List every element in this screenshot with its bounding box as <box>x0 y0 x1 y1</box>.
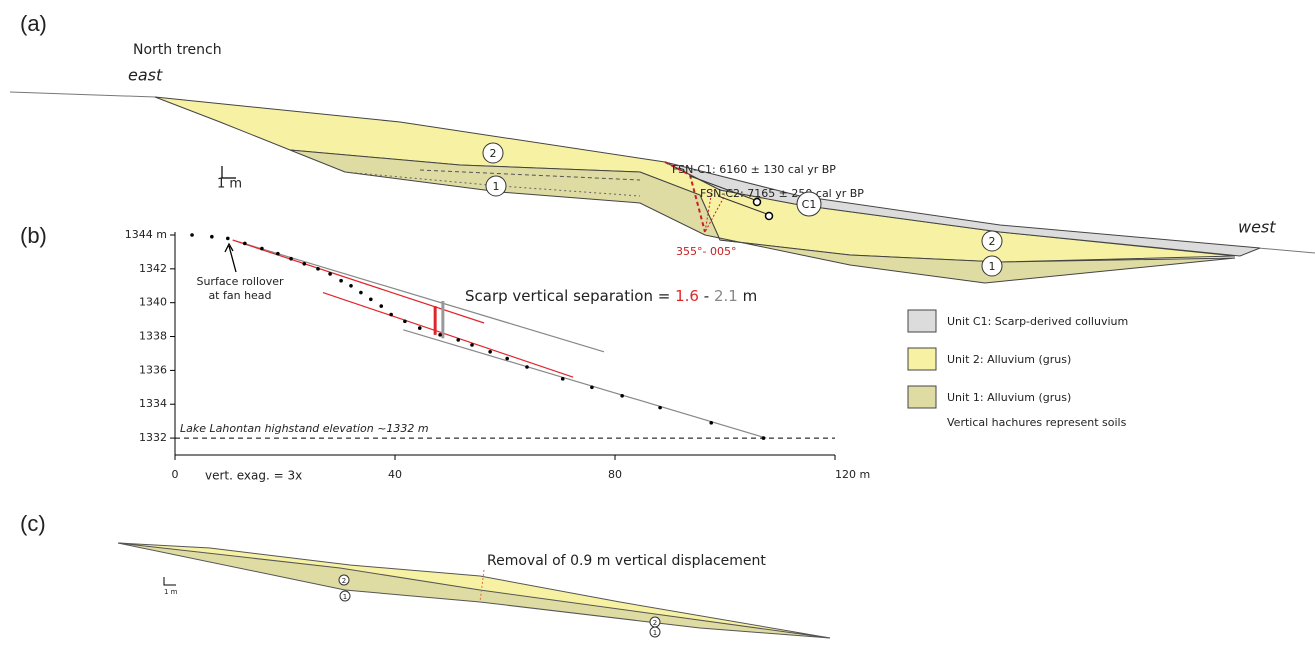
fault-label: 355°- 005° <box>676 245 736 258</box>
panel-label: (c) <box>20 511 46 536</box>
profile-point <box>243 242 247 246</box>
profile-point <box>525 365 529 369</box>
direction: east <box>128 66 163 85</box>
separation-part: - <box>704 287 709 305</box>
unit-label: 1 <box>989 260 996 273</box>
y-tick-label: 1336 <box>139 363 167 376</box>
legend-label: Unit 1: Alluvium (grus) <box>947 391 1071 404</box>
direction: west <box>1238 218 1276 237</box>
profile-point <box>488 350 492 354</box>
trench-a <box>10 92 1315 283</box>
profile-point <box>418 326 422 330</box>
profile-point <box>505 357 509 361</box>
profile-point <box>260 247 264 251</box>
y-tick-label: 1338 <box>139 330 167 343</box>
arrow <box>225 244 236 272</box>
annotation: Surface rollover <box>196 275 284 288</box>
scale-label: 1 m <box>164 588 178 596</box>
trench-title: North trench <box>133 42 222 58</box>
sample-label: FSN-C2: 7165 ± 250 cal yr BP <box>700 187 864 200</box>
unit-label: 2 <box>653 619 657 627</box>
sample-label: FSN-C1: 6160 ± 130 cal yr BP <box>672 163 836 176</box>
unit-label: 1 <box>653 629 657 637</box>
profile-point <box>590 386 594 390</box>
profile-point <box>620 394 624 398</box>
profile-point <box>403 320 407 324</box>
x-tick-label: 40 <box>388 468 402 481</box>
panel-label: (b) <box>20 223 47 248</box>
separation-part: m <box>743 287 758 305</box>
profile-point <box>762 436 766 440</box>
profile-point <box>438 333 442 337</box>
unit-label: 2 <box>989 235 996 248</box>
y-tick-label: 1340 <box>139 296 167 309</box>
figure: (a) North trench east west 1 m FSN-C1: 6… <box>0 0 1315 648</box>
lake-label: Lake Lahontan highstand elevation ~1332 … <box>180 422 429 435</box>
panel-title: Removal of 0.9 m vertical displacement <box>487 553 766 569</box>
legend-label: Unit 2: Alluvium (grus) <box>947 353 1071 366</box>
annotation: at fan head <box>208 289 271 302</box>
profile-point <box>658 406 662 410</box>
profile-point <box>328 272 332 276</box>
separation-part: 2.1 <box>714 287 738 305</box>
profile-point <box>190 233 194 237</box>
separation-part: Scarp vertical separation = <box>465 287 670 305</box>
profile-point <box>289 257 293 261</box>
legend-label: Unit C1: Scarp-derived colluvium <box>947 315 1128 328</box>
legend-swatch <box>908 310 936 332</box>
y-tick-label: 1332 <box>139 431 167 444</box>
annotation: vert. exag. = 3x <box>205 469 302 483</box>
y-tick-label: 1342 <box>139 262 167 275</box>
profile-point <box>470 343 474 347</box>
legend-swatch <box>908 348 936 370</box>
ground-line <box>10 92 155 97</box>
x-tick-label: 0 <box>172 468 179 481</box>
profile-point <box>369 298 373 302</box>
profile-point <box>379 304 383 308</box>
profile-point <box>302 262 306 266</box>
profile-point <box>210 235 214 239</box>
scale-bar <box>164 577 176 585</box>
unit-label: 1 <box>343 593 347 601</box>
scale-label: 1 m <box>217 177 242 192</box>
legend-swatch <box>908 386 936 408</box>
sample <box>766 213 773 220</box>
profile-chart: 1332 1334 1336 1338 1340 1342 1344 m 0 40 80 120 m… <box>125 228 870 483</box>
profile-point <box>561 377 565 381</box>
unit-label: C1 <box>802 198 817 211</box>
profile-point <box>339 279 343 283</box>
profile-point <box>226 237 230 241</box>
separation-part: 1.6 <box>675 287 699 305</box>
profile-point <box>349 284 353 288</box>
profile-point <box>456 338 460 342</box>
unit-label: 1 <box>493 180 500 193</box>
legend: Unit C1: Scarp-derived colluvium Unit 2: … <box>908 310 1128 429</box>
profile-point <box>389 313 393 317</box>
legend-note: Vertical hachures represent soils <box>947 416 1127 429</box>
profile-point <box>359 291 363 295</box>
y-tick-label: 1334 <box>139 397 167 410</box>
y-tick-label: 1344 m <box>125 228 167 241</box>
panel-label: (a) <box>20 11 47 36</box>
profile-point <box>316 267 320 271</box>
x-tick-label: 80 <box>608 468 622 481</box>
x-tick-label: 120 m <box>835 468 870 481</box>
separation-label: Scarp vertical separation = 1.6 - 2.1 m <box>465 287 757 305</box>
ground-line <box>1258 248 1315 253</box>
profile-point <box>709 421 713 425</box>
unit-label: 2 <box>342 577 346 585</box>
unit-label: 2 <box>490 147 497 160</box>
profile-point <box>276 252 280 256</box>
